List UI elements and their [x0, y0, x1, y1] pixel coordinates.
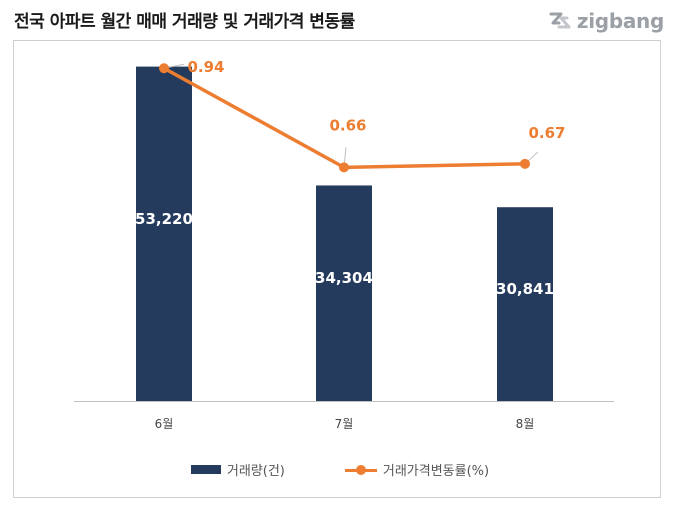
bar-2: [316, 185, 372, 401]
line-point-2: [339, 162, 349, 173]
legend-item-volume: 거래량(건): [190, 460, 285, 479]
line-data-label-3: 0.67: [528, 124, 565, 142]
zigbang-logo: zigbang: [548, 9, 664, 33]
bar-3: [497, 207, 553, 401]
bar-data-label-2: 34,304: [315, 269, 373, 287]
bar-1: [136, 66, 192, 401]
chart-frame: [13, 40, 661, 498]
legend-label-volume: 거래량(건): [226, 464, 285, 479]
line-data-label-1: 0.94: [187, 58, 224, 76]
chart-title: 전국 아파트 월간 매매 거래량 및 거래가격 변동률: [14, 12, 355, 32]
zigbang-logo-text: zigbang: [576, 9, 664, 33]
legend-swatch-line: [344, 464, 377, 475]
legend: 거래량(건) 거래가격변동률(%): [0, 460, 680, 479]
line-point-1: [159, 63, 169, 74]
legend-label-rate: 거래가격변동률(%): [382, 464, 490, 479]
bar-data-label-3: 30,841: [496, 280, 554, 298]
legend-item-rate: 거래가격변동률(%): [344, 460, 490, 479]
bar-data-label-1: 53,220: [135, 210, 193, 228]
legend-swatch-bar: [190, 465, 221, 474]
line-data-label-2: 0.66: [329, 116, 366, 134]
zigbang-logo-icon: [549, 12, 571, 29]
x-tick-label-1: 6월: [155, 417, 174, 431]
x-tick-label-3: 8월: [516, 417, 535, 431]
line-point-3: [520, 158, 530, 169]
x-tick-label-2: 7월: [335, 417, 354, 431]
